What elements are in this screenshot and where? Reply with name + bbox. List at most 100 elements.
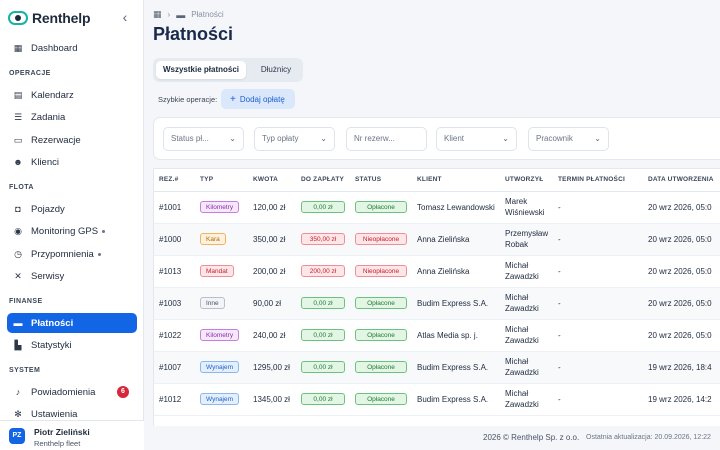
plus-icon: + [230, 93, 236, 105]
tab-bar: Wszystkie płatności Dłużnicy [153, 58, 303, 82]
amount: 1295,00 zł [253, 362, 290, 372]
chevron-down-icon: ⌄ [502, 134, 509, 143]
reservation-number[interactable]: #1003 [159, 298, 182, 308]
reservation-number[interactable]: #1000 [159, 234, 182, 244]
brand-name: Renthelp [32, 10, 91, 26]
book-icon: ▭ [13, 135, 23, 145]
reservation-number[interactable]: #1001 [159, 202, 182, 212]
section-title-flota: FLOTA [9, 184, 34, 191]
sidebar-item-kalendarz[interactable]: ▤ Kalendarz [7, 85, 137, 105]
column-header[interactable]: TYP [195, 169, 248, 192]
sidebar-item-label: Przypomnienia [31, 248, 94, 260]
filter-type-select[interactable]: Typ opłaty ⌄ [254, 127, 335, 151]
creator-name: Michał Zawadzki [505, 325, 539, 345]
sidebar-item-ustawienia[interactable]: ✻ Ustawienia [7, 404, 137, 424]
reservation-number[interactable]: #1012 [159, 394, 182, 404]
column-header[interactable]: KLIENT [412, 169, 500, 192]
type-badge: Kara [200, 233, 226, 245]
table-row[interactable]: #1007 Wynajem 1295,00 zł 0,00 zł Opłacone Bud… [154, 351, 720, 384]
sidebar-item-label: Zadania [31, 111, 66, 123]
filter-type-value: Typ opłaty [262, 134, 299, 143]
sidebar-item-przypomnienia[interactable]: ◷ Przypomnienia [7, 244, 137, 264]
copyright: 2026 © Renthelp Sp. z o.o. [483, 433, 580, 442]
car-icon: ◘ [15, 204, 21, 214]
sidebar-item-powiadomienia[interactable]: ♪ Powiadomienia 6 [7, 382, 137, 402]
reservation-number[interactable]: #1022 [159, 330, 182, 340]
checklist-icon: ☰ [13, 112, 23, 122]
payment-deadline: - [558, 362, 561, 372]
brand-logo-icon [8, 11, 28, 25]
amount: 350,00 zł [253, 234, 286, 244]
filter-client-select[interactable]: Klient ⌄ [436, 127, 517, 151]
type-badge: Kilometry [200, 201, 240, 213]
client-name: Atlas Media sp. j. [417, 330, 478, 340]
sidebar-item-dashboard[interactable]: ▦ Dashboard [7, 38, 137, 58]
sidebar-item-serwisy[interactable]: ✕ Serwisy [7, 266, 137, 286]
column-header[interactable]: KWOTA [248, 169, 296, 192]
reservation-number[interactable]: #1007 [159, 362, 182, 372]
table-row[interactable]: #1022 Kilometry 240,00 zł 0,00 zł Opłacone At… [154, 319, 720, 352]
created-date: 20 wrz 2026, 05:0 [648, 202, 712, 212]
column-header[interactable]: TERMIN PŁATNOŚCI [553, 169, 643, 192]
sidebar-item-zadania[interactable]: ☰ Zadania [7, 107, 137, 127]
creator-name: Michał Zawadzki [505, 357, 539, 377]
sidebar-item-label: Rezerwacje [31, 134, 81, 146]
filter-status-select[interactable]: Status pł... ⌄ [163, 127, 244, 151]
sidebar-item-label: Ustawienia [31, 408, 78, 420]
users-icon: ☻ [13, 157, 23, 167]
sidebar-item-klienci[interactable]: ☻ Klienci [7, 152, 137, 172]
reservation-number[interactable]: #1013 [159, 266, 182, 276]
avatar: PZ [9, 428, 25, 444]
main-content: ▦ › ▬ Płatności Płatności Wszystkie płat… [144, 0, 720, 450]
table-row[interactable]: #1003 Inne 90,00 zł 0,00 zł Opłacone Budim Ex… [154, 287, 720, 320]
table-row[interactable]: #1012 Wynajem 1345,00 zł 0,00 zł Opłacone Bud… [154, 383, 720, 416]
sidebar-item-label: Płatności [31, 317, 74, 329]
column-header[interactable]: UTWORZYŁ [500, 169, 553, 192]
amount-due-badge: 0,00 zł [301, 297, 345, 309]
chevron-right-icon: › [167, 10, 171, 19]
user-profile[interactable]: PZ Piotr Zieliński Renthelp fleet [0, 420, 144, 450]
type-badge: Mandat [200, 265, 234, 277]
filter-bar: Status pł... ⌄ Typ opłaty ⌄ Nr rezerw...… [153, 117, 720, 160]
user-org: Renthelp fleet [34, 439, 81, 448]
table-row[interactable]: #1000 Kara 350,00 zł 350,00 zł Nieopłacone An… [154, 223, 720, 256]
sidebar-item-rezerwacje[interactable]: ▭ Rezerwacje [7, 130, 137, 150]
amount-due-badge: 0,00 zł [301, 201, 345, 213]
sidebar-item-statystyki[interactable]: ▙ Statystyki [7, 335, 137, 355]
column-header[interactable]: REZ.# [154, 169, 195, 192]
notification-count-badge: 6 [117, 386, 129, 398]
clock-icon: ◷ [14, 249, 22, 259]
payment-deadline: - [558, 330, 561, 340]
filter-employee-select[interactable]: Pracownik ⌄ [528, 127, 609, 151]
tab-all-payments[interactable]: Wszystkie płatności [156, 61, 246, 79]
tab-debtors[interactable]: Dłużnicy [260, 65, 292, 74]
amount: 200,00 zł [253, 266, 286, 276]
chevron-left-icon[interactable]: ‹ [122, 9, 128, 25]
last-updated: Ostatnia aktualizacja: 20.09.2026, 12:22 [586, 434, 711, 441]
payment-deadline: - [558, 298, 561, 308]
amount: 120,00 zł [253, 202, 286, 212]
column-header[interactable]: STATUS [350, 169, 412, 192]
brand[interactable]: Renthelp [8, 8, 90, 28]
chevron-down-icon: ⌄ [320, 134, 327, 143]
sidebar-item-pojazdy[interactable]: ◘ Pojazdy [7, 199, 137, 219]
chart-icon: ▙ [14, 340, 22, 350]
payment-deadline: - [558, 266, 561, 276]
sidebar-item-label: Monitoring GPS [31, 225, 99, 237]
payments-table: REZ.# TYP KWOTA DO ZAPŁATY STATUS KLIENT… [153, 168, 720, 426]
status-badge: Nieopłacone [355, 265, 407, 277]
sidebar-item-label: Pojazdy [31, 203, 65, 215]
table-row[interactable]: #1001 Kilometry 120,00 zł 0,00 zł Opłacone To… [154, 191, 720, 224]
wrench-icon: ✕ [14, 271, 22, 281]
indicator-dot [97, 252, 101, 256]
add-fee-button[interactable]: + Dodaj opłatę [221, 89, 295, 109]
creator-name: Marek Wiśniewski [505, 197, 545, 217]
table-row[interactable]: #1013 Mandat 200,00 zł 200,00 zł Nieopłacone… [154, 255, 720, 288]
sidebar-item-monitoring-gps[interactable]: ◉ Monitoring GPS [7, 221, 137, 241]
filter-reservation-input[interactable]: Nr rezerw... [346, 127, 427, 151]
bell-icon: ♪ [15, 387, 21, 397]
home-grid-icon[interactable]: ▦ [153, 9, 162, 19]
column-header[interactable]: DO ZAPŁATY [296, 169, 350, 192]
sidebar-item-platnosci[interactable]: ▬ Płatności [7, 313, 137, 333]
column-header[interactable]: DATA UTWORZENIA [643, 169, 720, 192]
